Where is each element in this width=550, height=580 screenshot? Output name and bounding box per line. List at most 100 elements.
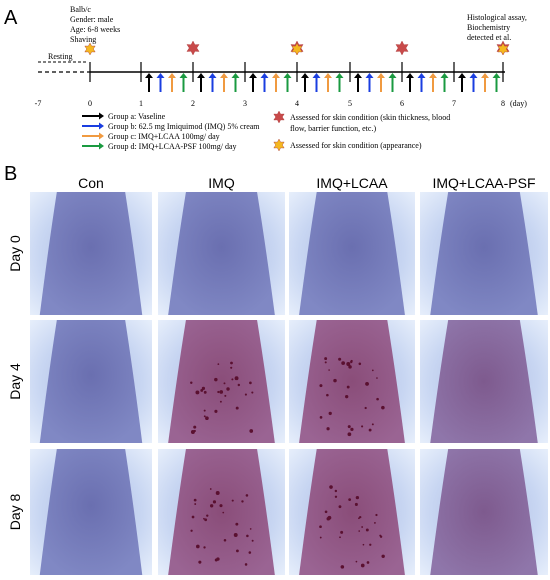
arrow-head [208, 73, 217, 78]
lesion-spot [191, 515, 195, 519]
row-label: Day 0 [7, 235, 23, 272]
legend-arrow-head [99, 112, 104, 120]
arrow-head [145, 73, 153, 78]
lesion-spot [230, 361, 233, 365]
arrow-head [312, 73, 321, 78]
lesion-spot [319, 384, 323, 388]
column-header: IMQ+LCAA-PSF [432, 175, 535, 191]
lesion-spot [234, 376, 239, 381]
day-unit: (day) [510, 99, 527, 108]
skin-area [39, 320, 143, 443]
lesion-spot [358, 362, 362, 366]
lesion-spot [374, 522, 376, 524]
lesion-spot [347, 432, 352, 437]
arrow-head [365, 73, 374, 78]
day-label: 4 [295, 99, 299, 108]
lesion-spot [194, 503, 197, 506]
lesion-spot [326, 427, 330, 431]
lesion-spot [236, 549, 239, 553]
lesion-spot [203, 390, 207, 394]
lesion-spot [361, 425, 364, 428]
arrow-head [249, 73, 257, 78]
lesion-spot [248, 551, 252, 554]
lesion-spot [214, 558, 218, 562]
lesion-spot [379, 534, 382, 537]
lesion-spot [196, 544, 200, 549]
column-header: Con [78, 175, 104, 191]
day-label: 5 [348, 99, 352, 108]
lesion-spot [203, 415, 206, 418]
arrow-head [260, 73, 269, 78]
lesion-spot [362, 543, 365, 546]
yellow-star [84, 42, 96, 56]
lesion-spot [371, 369, 374, 372]
lesion-spot [381, 554, 385, 558]
legend-group: Group c: IMQ+LCAA 100mg/ day [108, 132, 220, 141]
lesion-spot [381, 405, 385, 410]
lesion-spot [348, 498, 352, 502]
lesion-spot [338, 357, 342, 361]
lesion-spot [246, 534, 249, 538]
legend-assessment: Assessed for skin condition (skin thickn… [290, 113, 450, 122]
yellow-star [291, 42, 303, 56]
lesion-spot [206, 514, 209, 517]
day-label: 3 [243, 99, 247, 108]
lesion-spot [350, 427, 354, 431]
lesion-spot [198, 560, 202, 564]
skin-area [299, 449, 405, 575]
lesion-spot [237, 383, 241, 387]
day-label: 6 [400, 99, 404, 108]
lesion-spot [215, 491, 220, 495]
lesion-spot [245, 494, 249, 497]
lesion-spot [334, 495, 338, 498]
row-label: Day 8 [7, 494, 23, 531]
lesion-spot [319, 525, 322, 529]
arrow-head [354, 73, 362, 78]
skin-area [168, 449, 275, 575]
lesion-spot [209, 488, 212, 490]
lesion-spot [222, 511, 225, 514]
lesion-spot [193, 429, 196, 433]
day-label: 0 [88, 99, 92, 108]
arrow-head [388, 73, 397, 78]
final-info: Biochemistry [467, 23, 510, 32]
legend-arrow-head [99, 142, 104, 150]
panel-label: A [4, 7, 18, 29]
lesion-spot [355, 560, 358, 563]
legend-group: Group b: 62.5 mg Imiquimod (IMQ) 5% crea… [108, 122, 260, 131]
lesion-spot [375, 513, 378, 517]
arrow-head [417, 73, 426, 78]
day-label: 2 [191, 99, 195, 108]
lesion-spot [327, 515, 332, 520]
lesion-spot [366, 561, 370, 564]
day-label: 1 [139, 99, 143, 108]
lesion-spot [324, 510, 328, 514]
lesion-spot [346, 362, 351, 367]
lesion-spot [334, 489, 338, 493]
arrow-head [168, 73, 176, 78]
mouse-info: Balb/c [70, 5, 91, 14]
lesion-spot [249, 429, 254, 433]
lesion-spot [368, 428, 372, 432]
lesion-spot [201, 386, 206, 390]
lesion-spot [193, 425, 197, 429]
mouse-info: Shaving [70, 35, 96, 44]
column-header: IMQ [208, 175, 235, 191]
lesion-spot [376, 397, 379, 401]
lesion-spot [329, 485, 333, 489]
yellow-star [497, 42, 509, 56]
row-label: Day 4 [7, 363, 23, 400]
lesion-spot [231, 378, 234, 381]
lesion-spot [203, 546, 206, 549]
lesion-spot [365, 381, 369, 386]
lesion-spot [340, 530, 344, 534]
lesion-spot [241, 500, 244, 503]
arrow-head [156, 73, 165, 78]
arrow-head [231, 73, 240, 78]
lesion-spot [203, 409, 206, 412]
lesion-spot [364, 406, 367, 410]
lesion-spot [354, 502, 358, 506]
lesion-spot [347, 425, 351, 429]
lesion-spot [371, 423, 374, 426]
